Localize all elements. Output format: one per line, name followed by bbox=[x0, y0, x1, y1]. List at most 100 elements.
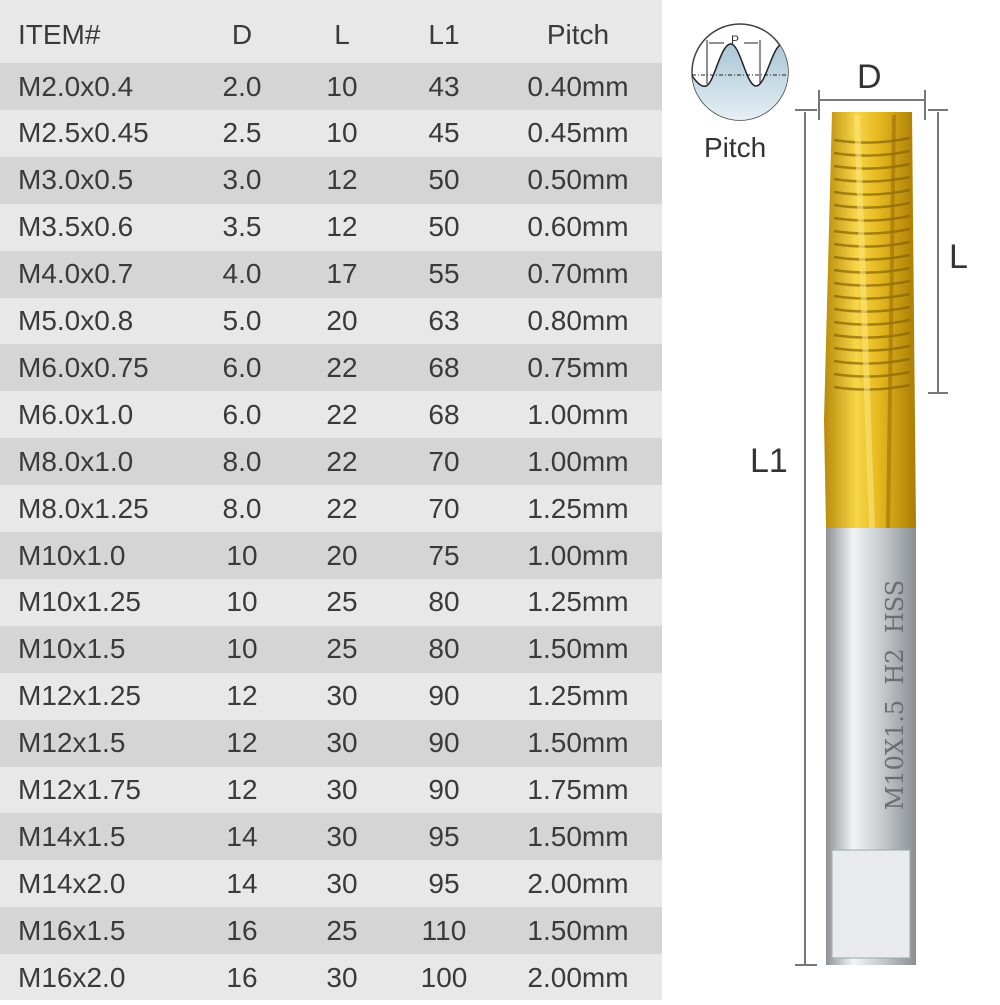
cell-l1: 68 bbox=[428, 351, 460, 383]
cell-l: 20 bbox=[326, 539, 358, 571]
cell-d: 4.0 bbox=[222, 258, 262, 290]
cell-l: 10 bbox=[326, 117, 358, 149]
cell-d: 5.0 bbox=[222, 305, 262, 336]
cell-l: 30 bbox=[326, 820, 358, 852]
cell-pitch: 1.50mm bbox=[527, 633, 629, 665]
cell-pitch: 2.00mm bbox=[527, 961, 629, 993]
thread-groove bbox=[833, 201, 911, 209]
cell-item: M10x1.25 bbox=[18, 586, 141, 618]
cell-l1: 68 bbox=[428, 398, 460, 430]
table-row: M12x1.25 12 30 90 1.25mm bbox=[0, 673, 662, 720]
thread-groove bbox=[833, 214, 911, 222]
cell-pitch: 1.50mm bbox=[527, 820, 629, 852]
table-row: M2.5x0.45 2.5 10 45 0.45mm bbox=[0, 110, 662, 157]
cell-item: M12x1.25 bbox=[18, 680, 141, 712]
cell-item: M14x2.0 bbox=[18, 867, 126, 899]
cell-l1: 90 bbox=[428, 727, 460, 759]
thread-groove bbox=[833, 188, 911, 196]
cell-d: 3.0 bbox=[222, 164, 262, 196]
cell-l1: 50 bbox=[428, 211, 460, 243]
thread-groove bbox=[833, 305, 911, 313]
table-row: M10x1.0 10 20 75 1.00mm bbox=[0, 532, 662, 579]
cell-d: 8.0 bbox=[222, 445, 262, 477]
thread-groove bbox=[833, 279, 911, 287]
l1-dimension-label: L1 bbox=[750, 442, 788, 480]
cell-d: 14 bbox=[226, 867, 258, 899]
header-pitch: Pitch bbox=[546, 19, 610, 50]
cell-item: M6.0x1.0 bbox=[18, 398, 134, 430]
cell-l: 10 bbox=[326, 70, 358, 102]
cell-d: 10 bbox=[226, 633, 258, 665]
header-d: D bbox=[231, 19, 253, 50]
cell-l1: 100 bbox=[420, 961, 468, 993]
cell-l1: 80 bbox=[428, 633, 460, 665]
cell-l: 22 bbox=[326, 445, 358, 477]
table-row: M8.0x1.25 8.0 22 70 1.25mm bbox=[0, 485, 662, 532]
table-row: M3.5x0.6 3.5 12 50 0.60mm bbox=[0, 204, 662, 251]
thread-groove bbox=[833, 370, 911, 378]
header-item: ITEM# bbox=[18, 19, 101, 50]
cell-item: M2.5x0.45 bbox=[18, 117, 149, 149]
d-dimension-label: D bbox=[857, 58, 882, 96]
cell-pitch: 0.60mm bbox=[527, 211, 629, 243]
cell-d: 6.0 bbox=[222, 398, 262, 430]
cell-l: 12 bbox=[326, 164, 358, 196]
cell-l1: 50 bbox=[428, 164, 460, 196]
thread-groove bbox=[833, 149, 911, 157]
table-row: M10x1.25 10 25 80 1.25mm bbox=[0, 579, 662, 626]
cell-l: 17 bbox=[326, 258, 358, 290]
thread-groove bbox=[833, 253, 911, 261]
cell-item: M6.0x0.75 bbox=[18, 351, 149, 383]
cell-pitch: 1.50mm bbox=[527, 727, 629, 759]
cell-pitch: 1.25mm bbox=[527, 492, 629, 524]
cell-pitch: 1.50mm bbox=[527, 914, 629, 946]
cell-pitch: 1.00mm bbox=[527, 445, 629, 477]
cell-pitch: 1.25mm bbox=[527, 680, 629, 712]
cell-l1: 80 bbox=[428, 586, 460, 618]
cell-l: 20 bbox=[326, 305, 358, 336]
cell-d: 16 bbox=[226, 914, 258, 946]
table-row: M12x1.5 12 30 90 1.50mm bbox=[0, 719, 662, 767]
cell-item: M3.5x0.6 bbox=[18, 211, 134, 243]
cell-d: 16 bbox=[226, 961, 258, 993]
table-header: ITEM# D L L1 Pitch bbox=[0, 10, 662, 60]
cell-l: 22 bbox=[326, 398, 358, 430]
cell-pitch: 1.00mm bbox=[527, 398, 629, 430]
cell-d: 2.5 bbox=[222, 117, 262, 149]
cell-l: 25 bbox=[326, 586, 358, 618]
spec-table: ITEM# D L L1 Pitch M2.0x0.4 2.0 10 43 0.40mm… bbox=[0, 0, 662, 1000]
cell-d: 8.0 bbox=[222, 492, 262, 524]
cell-l1: 90 bbox=[428, 680, 460, 712]
cell-pitch: 0.50mm bbox=[527, 164, 629, 196]
tap-threads bbox=[833, 136, 911, 391]
thread-groove bbox=[833, 318, 911, 326]
cell-l1: 95 bbox=[428, 820, 460, 852]
cell-pitch: 0.80mm bbox=[527, 305, 629, 336]
l-dimension-label: L bbox=[949, 238, 968, 276]
table-row: M14x1.5 14 30 95 1.50mm bbox=[0, 813, 662, 861]
cell-d: 12 bbox=[226, 727, 258, 759]
cell-d: 12 bbox=[226, 774, 258, 805]
cell-item: M8.0x1.25 bbox=[18, 492, 149, 524]
cell-d: 10 bbox=[226, 539, 258, 571]
thread-groove bbox=[833, 240, 911, 248]
table-row: M16x1.5 16 25 110 1.50mm bbox=[0, 907, 662, 955]
cell-d: 12 bbox=[226, 680, 258, 712]
thread-groove bbox=[833, 227, 911, 235]
table-row: M12x1.75 12 30 90 1.75mm bbox=[0, 767, 662, 814]
table-row: M5.0x0.8 5.0 20 63 0.80mm bbox=[0, 298, 662, 345]
table-row: M2.0x0.4 2.0 10 43 0.40mm bbox=[0, 63, 662, 110]
thread-groove bbox=[833, 331, 911, 339]
cell-item: M10x1.0 bbox=[18, 539, 126, 571]
cell-pitch: 1.25mm bbox=[527, 586, 629, 618]
cell-l: 30 bbox=[326, 774, 358, 805]
table-row: M16x2.0 16 30 100 2.00mm bbox=[0, 954, 662, 1001]
cell-d: 6.0 bbox=[222, 351, 262, 383]
table-row: M3.0x0.5 3.0 12 50 0.50mm bbox=[0, 156, 662, 204]
cell-l1: 43 bbox=[428, 70, 460, 102]
cell-pitch: 1.00mm bbox=[527, 539, 629, 571]
table-row: M10x1.5 10 25 80 1.50mm bbox=[0, 625, 662, 673]
tap-diagram: Pitch P D L L1 M10X1.5 H2 HSS bbox=[662, 0, 1000, 1000]
cell-l: 30 bbox=[326, 727, 358, 759]
table-row: M6.0x0.75 6.0 22 68 0.75mm bbox=[0, 344, 662, 392]
